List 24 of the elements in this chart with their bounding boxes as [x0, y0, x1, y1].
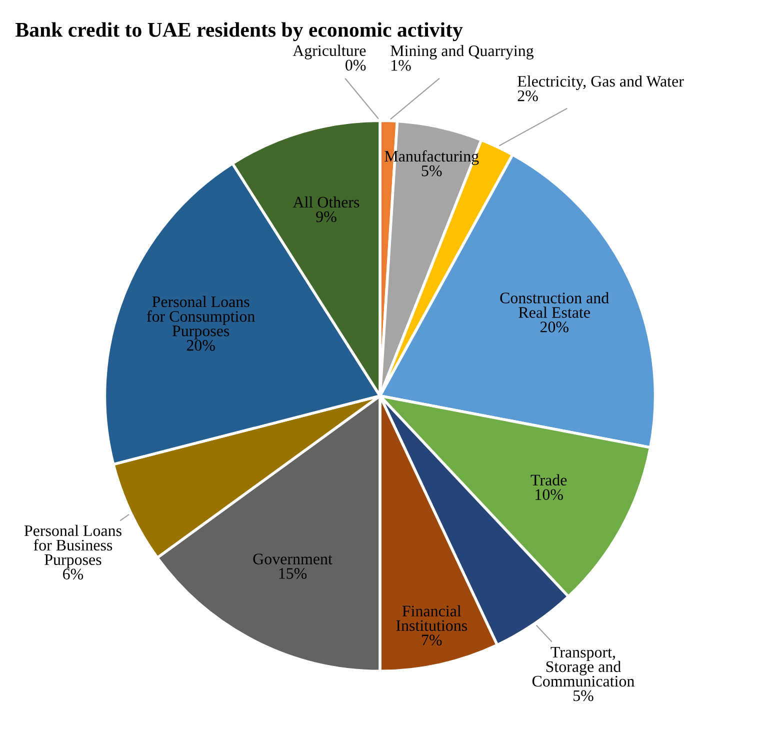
data-label: 9%	[316, 211, 336, 222]
category-label: Agriculture	[292, 44, 366, 60]
data-label: 15%	[279, 568, 307, 579]
slice-label: Government	[253, 554, 332, 564]
data-label: 5%	[574, 690, 594, 702]
data-label: 10%	[536, 489, 563, 500]
slice-label: Financial Institutions	[396, 605, 468, 631]
text: 0%	[346, 60, 366, 71]
chart-title: Bank credit to UAE residents by economic activity	[16, 22, 463, 42]
slice-label: Trade	[530, 474, 567, 486]
data-label: 2%	[518, 90, 538, 102]
data-label: 6%	[63, 568, 84, 580]
data-label: 1%	[392, 60, 411, 71]
data-label: 20%	[186, 340, 215, 351]
slice-label: Transport, Storage and Communication	[532, 646, 634, 687]
slice-label: Electricity, Gas and Water	[518, 75, 684, 90]
slice-label: Construction and Real Estate	[500, 292, 609, 318]
slice-label: Mining and Quarrying	[390, 44, 534, 60]
data-label: 20%	[540, 322, 568, 332]
slice-label: Personal Loans for Business Purposes	[24, 524, 122, 568]
data-label: 7%	[422, 634, 442, 646]
slice-label: Personal Loans for Consumption Purposes	[146, 296, 255, 340]
data-label: 5%	[422, 165, 442, 176]
slice-label: All Others	[292, 196, 360, 208]
